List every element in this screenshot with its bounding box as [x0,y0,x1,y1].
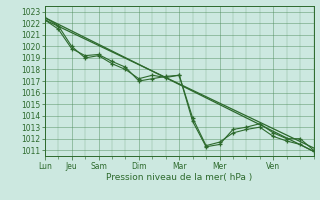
X-axis label: Pression niveau de la mer( hPa ): Pression niveau de la mer( hPa ) [106,173,252,182]
